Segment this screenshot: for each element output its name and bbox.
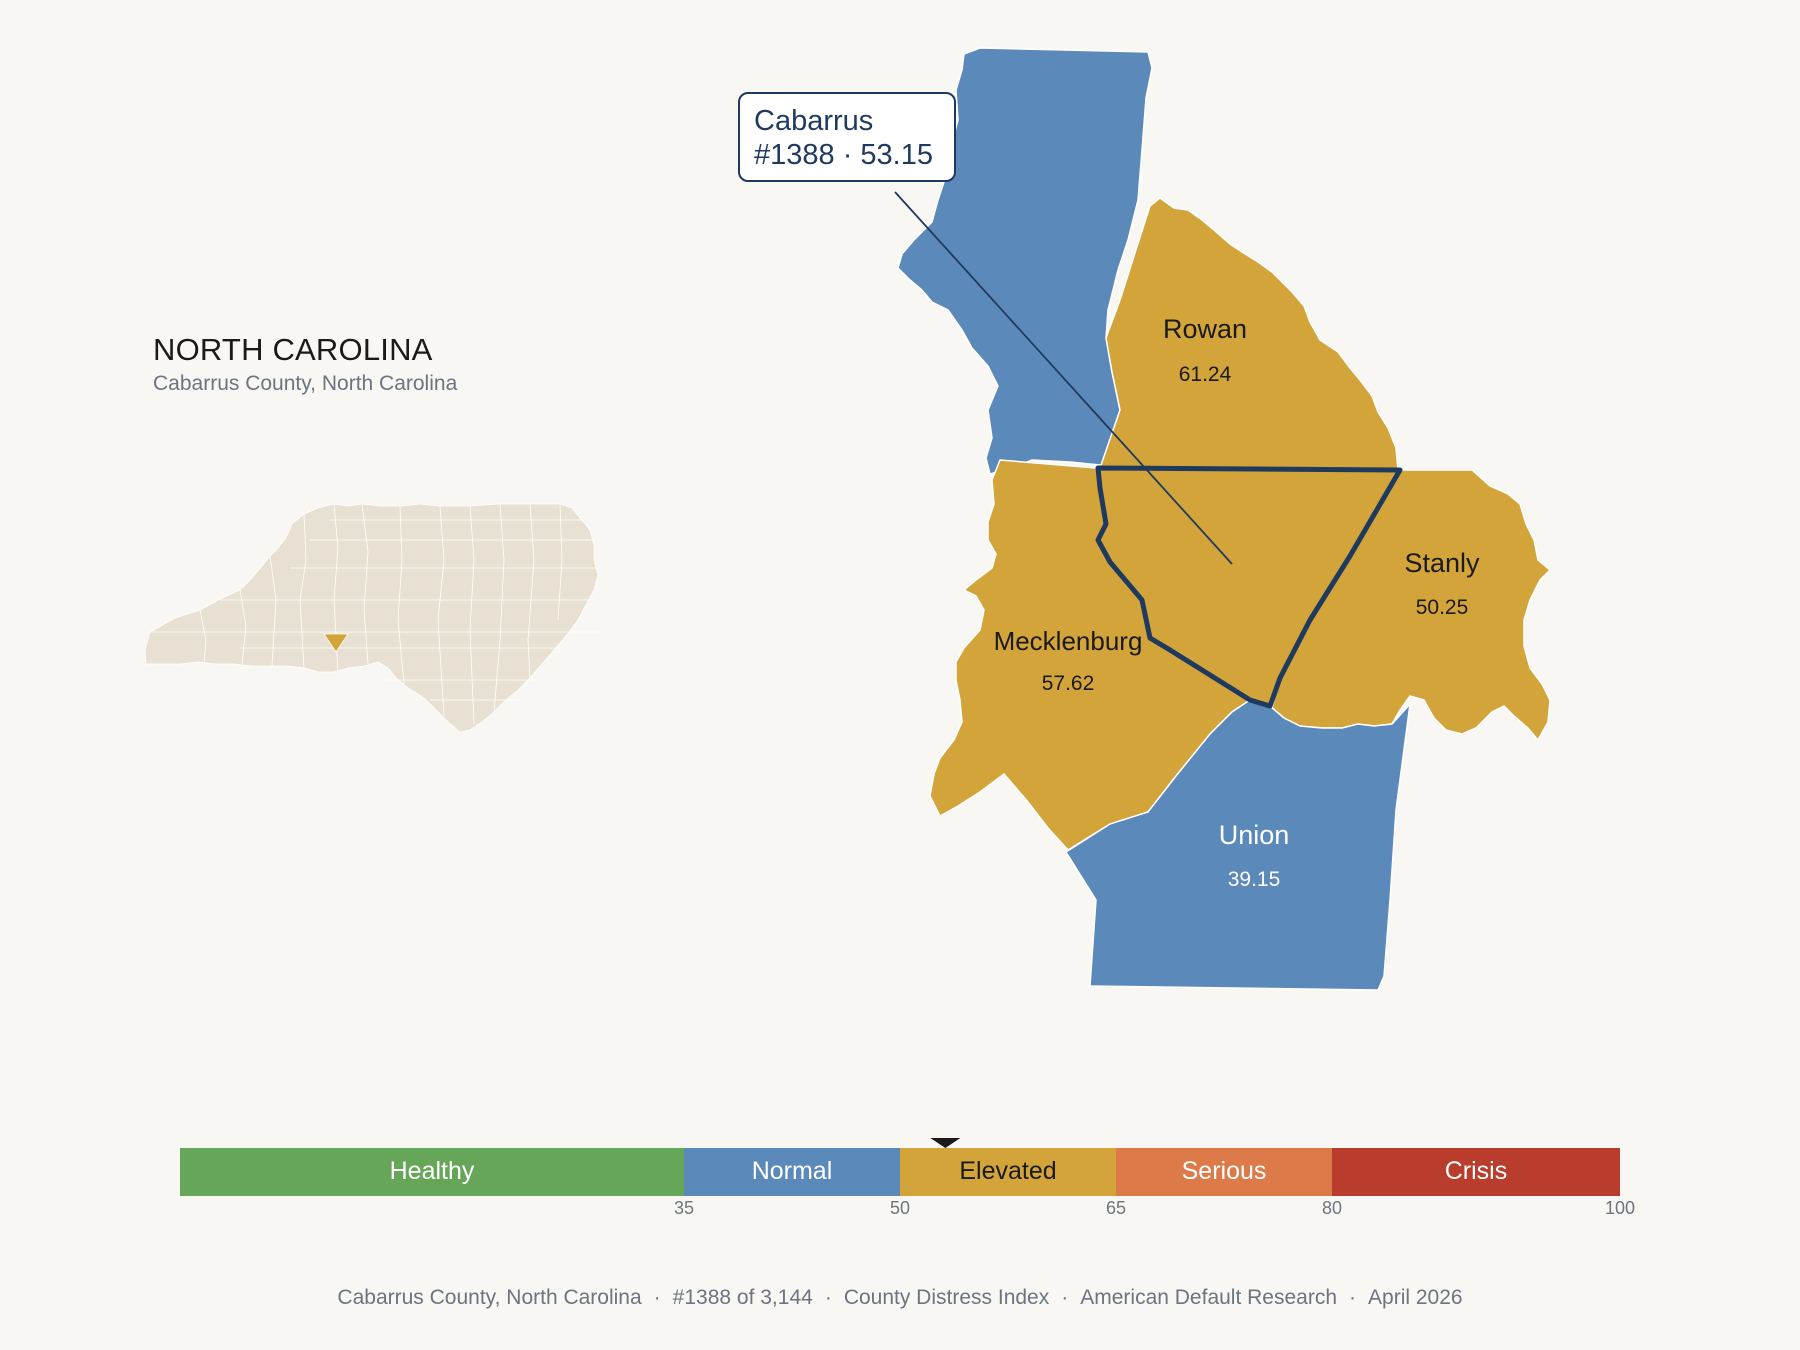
footer-source: American Default Research <box>1080 1286 1338 1309</box>
inset-cabarrus-highlight <box>323 633 349 653</box>
inset-state-shape <box>144 503 599 733</box>
callout-rank-score: #1388 · 53.15 <box>754 139 933 171</box>
label-rowan-value: 61.24 <box>1179 363 1232 386</box>
county-callout: Cabarrus #1388 · 53.15 <box>738 92 956 182</box>
label-mecklenburg-value: 57.62 <box>1042 672 1095 695</box>
label-union-name: Union <box>1219 820 1290 850</box>
state-subtitle: Cabarrus County, North Carolina <box>153 372 458 395</box>
legend-band-normal <box>684 1148 900 1196</box>
legend-bar <box>180 1138 1620 1196</box>
inset-state-map <box>144 503 600 733</box>
county-rowan[interactable] <box>1098 197 1399 471</box>
legend-band-healthy <box>180 1148 684 1196</box>
selected-county-outline <box>1095 465 1403 709</box>
legend-tick-100: 100 <box>1604 1198 1636 1218</box>
legend-tick-65: 65 <box>1105 1198 1127 1218</box>
legend-band-serious <box>1116 1148 1332 1196</box>
legend-tick-80: 80 <box>1321 1198 1343 1218</box>
footer-index: County Distress Index <box>843 1286 1050 1309</box>
legend-band-crisis <box>1332 1148 1620 1196</box>
state-title: NORTH CAROLINA <box>153 332 433 367</box>
label-stanly-value: 50.25 <box>1416 596 1469 619</box>
county-union[interactable] <box>1064 699 1412 991</box>
footer-date: April 2026 <box>1368 1286 1463 1309</box>
footer-credits: Cabarrus County, North Carolina · #1388 of… <box>337 1286 1463 1309</box>
label-mecklenburg-name: Mecklenburg <box>994 626 1143 656</box>
legend-label-serious: Serious <box>1181 1157 1267 1185</box>
county-iredell[interactable] <box>897 47 1153 475</box>
callout-leader-line <box>894 191 1233 565</box>
label-rowan-name: Rowan <box>1163 314 1247 344</box>
legend-label-crisis: Crisis <box>1444 1157 1508 1185</box>
callout-county-name: Cabarrus <box>754 105 874 137</box>
legend-label-normal: Normal <box>751 1157 833 1185</box>
label-stanly-name: Stanly <box>1404 548 1480 578</box>
label-union-value: 39.15 <box>1228 868 1281 891</box>
legend-tick-35: 35 <box>673 1198 695 1218</box>
legend-band-elevated <box>900 1148 1116 1196</box>
legend-tick-50: 50 <box>889 1198 911 1218</box>
legend-label-healthy: Healthy <box>389 1157 475 1185</box>
county-map: Rowan 61.24 Stanly 50.25 Mecklenburg 57.… <box>894 47 1552 991</box>
legend-marker <box>930 1138 961 1148</box>
footer-county: Cabarrus County, North Carolina <box>337 1286 642 1309</box>
legend-label-elevated: Elevated <box>959 1157 1057 1185</box>
footer-rank: #1388 of 3,144 <box>672 1286 813 1309</box>
